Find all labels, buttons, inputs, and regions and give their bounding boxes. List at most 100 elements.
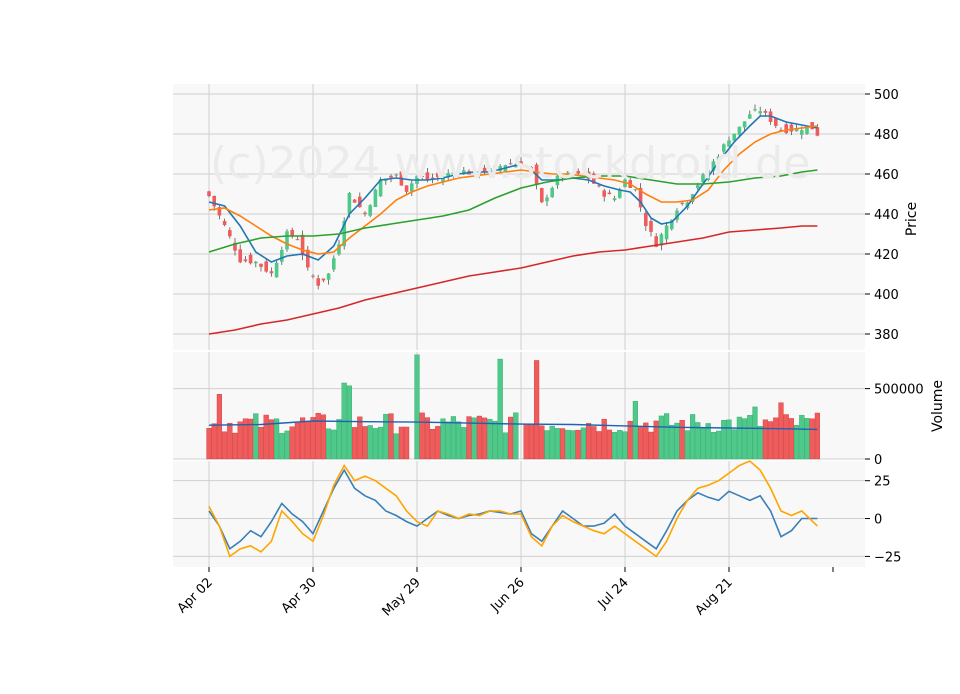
candle-body [602, 190, 606, 197]
candle-body [238, 249, 242, 263]
volume-panel: 500000 0 [173, 352, 924, 468]
volume-bar [773, 417, 779, 460]
candle-body [477, 172, 482, 175]
candle-body [789, 124, 794, 132]
candle-body [222, 221, 227, 226]
oscillator-line [208, 460, 818, 558]
volume-bar [445, 421, 451, 460]
volume-bar [326, 428, 332, 460]
volume-bar [211, 423, 217, 460]
candle-body [680, 202, 684, 204]
price-ma-line [208, 225, 818, 335]
oscillator-panel: 25 0 −25 [173, 460, 901, 567]
volume-bar [206, 428, 212, 460]
volume-bar [476, 415, 483, 460]
candle-body [259, 263, 263, 267]
volume-bar [482, 417, 488, 460]
volume-bar [710, 432, 717, 460]
candle-body [300, 234, 305, 256]
candle-body [493, 165, 497, 170]
candle-body [592, 173, 596, 184]
candle-body [659, 234, 664, 246]
candle-body [378, 179, 383, 197]
candle-body [436, 172, 440, 178]
volume-bar [690, 414, 696, 460]
volume-bar [794, 425, 800, 460]
price-tick-label: 440 [874, 208, 899, 223]
candle-body [675, 210, 679, 220]
x-tick-label: Apr 02 [175, 575, 216, 616]
volume-bar [357, 416, 363, 460]
volume-bar [336, 419, 342, 460]
candle-body [711, 161, 716, 171]
candle-body [742, 121, 747, 128]
volume-bar [502, 432, 509, 460]
volume-bar [539, 425, 545, 460]
candle-body [290, 229, 294, 237]
candle-body [456, 172, 461, 174]
candle-body [394, 174, 398, 176]
volume-bar [487, 418, 493, 460]
volume-tick-label: 500000 [874, 383, 924, 398]
volume-bar [497, 358, 503, 460]
volume-bar [580, 427, 587, 460]
volume-bar [814, 412, 821, 460]
volume-bar [596, 431, 602, 460]
x-axis: Apr 02 Apr 30 May 29 Jun 26 Jul 24 Aug 21 [175, 567, 834, 619]
volume-bar [258, 427, 264, 460]
volume-bar [461, 427, 467, 460]
osc-tick-label: 25 [874, 475, 891, 490]
price-tick-label: 460 [874, 168, 899, 183]
volume-bar [393, 433, 399, 460]
candle-body [810, 122, 814, 130]
volume-bar [534, 360, 540, 460]
volume-bar [664, 413, 670, 460]
volume-bar [492, 420, 498, 460]
volume-bar [284, 430, 290, 460]
candle-body [404, 185, 409, 192]
candle-body [748, 114, 752, 119]
volume-bar [721, 420, 727, 460]
candle-body [462, 170, 466, 175]
price-tick-label: 480 [874, 128, 899, 143]
volume-bar [352, 427, 358, 460]
volume-bar [456, 421, 462, 460]
candle-body [722, 144, 726, 152]
volume-bar [300, 417, 306, 460]
volume-bar [731, 429, 737, 460]
volume-bar [560, 428, 566, 460]
candle-body [358, 196, 362, 208]
price-ma-line [208, 115, 818, 263]
candle-body [280, 250, 284, 262]
volume-bar [466, 416, 472, 460]
volume-bar [440, 418, 446, 460]
panel-background [173, 84, 865, 350]
candle-body [389, 175, 393, 178]
candle-body [332, 258, 336, 270]
candle-body [425, 172, 430, 181]
candle-body [217, 207, 222, 216]
candle-body [446, 173, 450, 178]
candle-body [607, 192, 612, 195]
candle-body [363, 212, 367, 215]
candle-body [373, 189, 378, 208]
volume-bar [513, 412, 519, 460]
volume-bar [372, 428, 379, 460]
candle-body [264, 261, 268, 272]
volume-bar [471, 417, 477, 460]
volume-bar [289, 426, 295, 460]
volume-bar [747, 415, 753, 460]
volume-bar [716, 430, 722, 460]
volume-bar [606, 429, 613, 460]
candle-body [633, 189, 638, 191]
volume-bar [305, 421, 311, 460]
candle-body [753, 109, 757, 111]
volume-bar [253, 413, 259, 460]
volume-bar [294, 422, 301, 460]
volume-bar [523, 423, 529, 460]
candle-body [649, 220, 653, 232]
price-tick-label: 400 [874, 288, 899, 303]
volume-bar [565, 429, 571, 460]
volume-bar [809, 418, 815, 460]
